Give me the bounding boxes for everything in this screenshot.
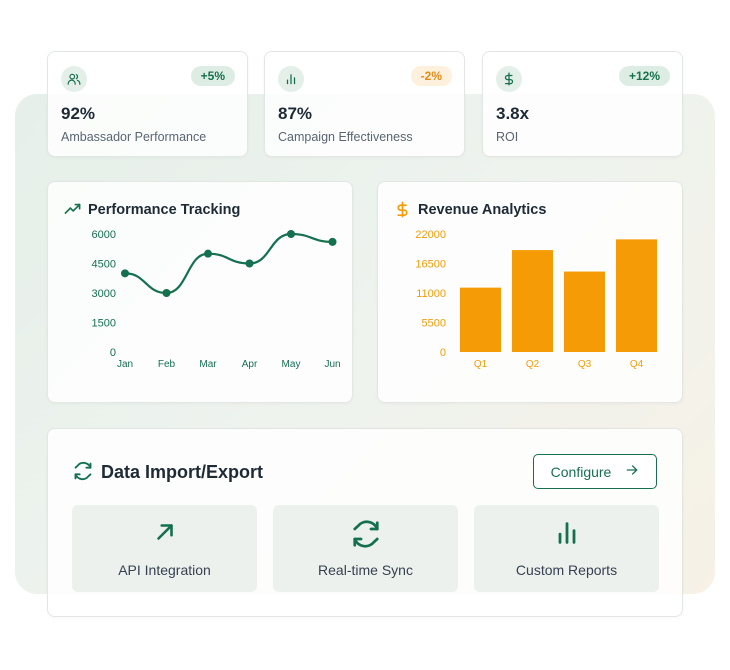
stat-label: Ambassador Performance [61,130,207,144]
stat-card-ambassador: +5% 92% Ambassador Performance [47,51,248,157]
configure-button[interactable]: Configure [533,454,657,489]
data-point [245,259,254,268]
configure-label: Configure [550,463,612,480]
y-tick-label: 0 [440,347,446,359]
stat-value: 87% [278,104,313,123]
dollar-sign-icon [394,201,411,223]
bar [564,271,605,352]
y-tick-label: 22000 [415,229,446,241]
dollar-icon [496,66,522,92]
arrow-right-icon [625,463,639,480]
x-tick-label: Jan [117,359,133,370]
y-tick-label: 3000 [92,288,116,300]
y-tick-label: 16500 [415,259,446,271]
stat-value: 92% [61,104,96,123]
data-point [162,289,171,297]
bar [460,287,501,352]
series-line [124,232,333,295]
tile-custom-reports[interactable]: Custom Reports [474,505,659,592]
bar-chart-icon [278,66,304,92]
stat-label: ROI [496,130,519,144]
trend-badge: +12% [618,66,670,86]
bar [616,239,657,352]
chart-title: Revenue Analytics [418,202,547,218]
y-tick-label: 6000 [92,229,116,241]
trend-badge: +5% [190,66,235,86]
arrow-up-right-icon [72,519,257,545]
data-import-export-panel: Data Import/Export Configure API Integra… [47,428,683,617]
trending-up-icon [64,201,81,223]
chart-title: Performance Tracking [88,202,241,218]
performance-tracking-card: Performance Tracking 6000 4500 3000 1500 0 Ja… [47,181,353,403]
x-tick-label: Q1 [474,359,488,370]
revenue-analytics-card: Revenue Analytics 22000 16500 11000 5500 0 Q1… [377,181,683,403]
panel-title: Data Import/Export [101,462,264,482]
data-point [287,230,295,238]
data-point [121,269,129,278]
y-tick-label: 11000 [416,288,446,300]
stat-value: 3.8x [496,104,530,123]
data-point [328,237,337,246]
y-tick-label: 1500 [92,318,116,330]
x-tick-label: Feb [158,359,176,370]
y-tick-label: 5500 [422,318,446,330]
tile-label: API Integration [118,562,211,578]
y-tick-label: 0 [110,347,116,359]
x-tick-label: Q3 [578,359,592,370]
refresh-icon [273,519,458,549]
y-tick-label: 4500 [92,259,116,271]
tile-api-integration[interactable]: API Integration [72,505,257,592]
tile-label: Custom Reports [515,562,618,578]
x-tick-label: Q4 [630,359,644,370]
bar-chart-icon [474,519,659,547]
users-icon [61,66,87,92]
refresh-icon [73,461,93,486]
stat-label: Campaign Effectiveness [278,130,413,144]
tile-realtime-sync[interactable]: Real-time Sync [273,505,458,592]
x-tick-label: Apr [242,359,258,370]
stat-card-campaign: -2% 87% Campaign Effectiveness [264,51,465,157]
trend-badge: -2% [410,66,452,86]
stat-card-roi: +12% 3.8x ROI [482,51,683,157]
tile-label: Real-time Sync [318,562,413,578]
x-tick-label: Jun [324,359,340,370]
bar [512,250,553,352]
revenue-bar-chart: 22000 16500 11000 5500 0 Q1 Q2 Q3 Q4 [415,229,657,370]
x-tick-label: Q2 [526,359,540,370]
x-tick-label: Mar [199,359,217,370]
x-tick-label: May [282,359,301,370]
data-point [204,249,212,258]
